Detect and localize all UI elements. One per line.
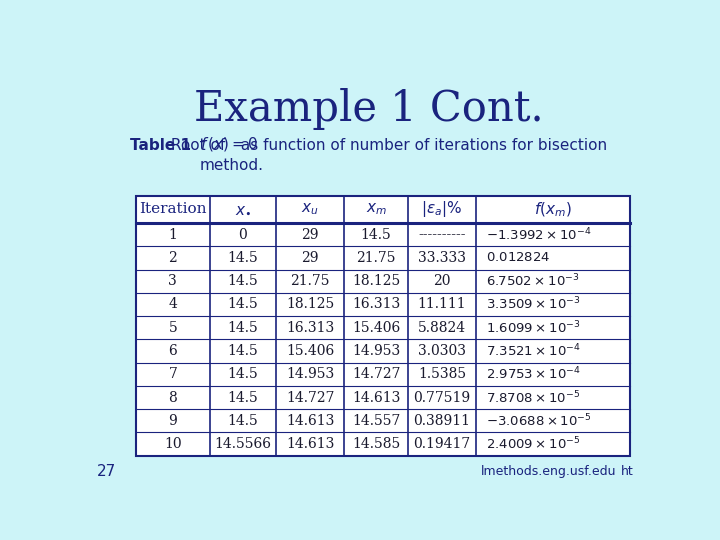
Text: 14.5566: 14.5566 [215,437,271,451]
Text: $1.6099\times10^{-3}$: $1.6099\times10^{-3}$ [485,320,580,336]
Text: $7.3521\times10^{-4}$: $7.3521\times10^{-4}$ [485,343,580,359]
Text: 14.5: 14.5 [228,344,258,358]
Text: 21.75: 21.75 [290,274,330,288]
Text: ht: ht [621,465,634,478]
Text: 8: 8 [168,390,177,404]
Text: 14.953: 14.953 [352,344,400,358]
Text: Example 1 Cont.: Example 1 Cont. [194,87,544,130]
Text: 6: 6 [168,344,177,358]
Text: $2.9753\times10^{-4}$: $2.9753\times10^{-4}$ [485,366,580,382]
Text: $6.7502\times10^{-3}$: $6.7502\times10^{-3}$ [485,273,579,289]
Text: 1.5385: 1.5385 [418,367,466,381]
Text: 14.5: 14.5 [228,414,258,428]
Text: $2.4009\times10^{-5}$: $2.4009\times10^{-5}$ [485,436,580,453]
Text: 14.613: 14.613 [286,414,334,428]
Text: 18.125: 18.125 [286,298,334,312]
Text: $f\,(x)=0$: $f\,(x)=0$ [200,136,258,153]
Text: $x_{\bullet}$: $x_{\bullet}$ [235,202,251,217]
Text: 20: 20 [433,274,451,288]
Text: 14.953: 14.953 [286,367,334,381]
Text: 3.0303: 3.0303 [418,344,466,358]
Bar [136,196,630,456]
Text: 15.406: 15.406 [286,344,334,358]
Text: 27: 27 [96,464,116,479]
Text: $-3.0688\times10^{-5}$: $-3.0688\times10^{-5}$ [485,413,591,429]
Text: $0.012824$: $0.012824$ [485,252,550,265]
Text: 14.613: 14.613 [286,437,334,451]
Text: 16.313: 16.313 [286,321,334,335]
Text: 33.333: 33.333 [418,251,466,265]
Text: $3.3509\times10^{-3}$: $3.3509\times10^{-3}$ [485,296,580,313]
Text: 10: 10 [164,437,181,451]
Text: Iteration: Iteration [139,202,207,217]
Text: $x_m$: $x_m$ [366,201,387,217]
Text: 14.613: 14.613 [352,390,400,404]
Text: 14.5: 14.5 [228,390,258,404]
Text: $-1.3992\times10^{-4}$: $-1.3992\times10^{-4}$ [485,226,591,243]
Text: 14.585: 14.585 [352,437,400,451]
Text: $7.8708\times10^{-5}$: $7.8708\times10^{-5}$ [485,389,580,406]
Text: 29: 29 [302,251,319,265]
Text: $f(x_m)$: $f(x_m)$ [534,200,572,219]
Text: 14.727: 14.727 [352,367,400,381]
Text: 14.5: 14.5 [361,228,392,242]
Text: Table 1: Table 1 [130,138,192,153]
Text: $x_u$: $x_u$ [302,201,319,217]
Text: 14.5: 14.5 [228,298,258,312]
Text: 14.557: 14.557 [352,414,400,428]
Text: 0.77519: 0.77519 [413,390,471,404]
Text: Root of: Root of [166,138,230,153]
Text: 14.727: 14.727 [286,390,334,404]
Text: 1: 1 [168,228,177,242]
Text: 0.19417: 0.19417 [413,437,471,451]
Text: 11.111: 11.111 [418,298,467,312]
Text: 14.5: 14.5 [228,367,258,381]
Text: 16.313: 16.313 [352,298,400,312]
Text: 5.8824: 5.8824 [418,321,466,335]
Text: 0.38911: 0.38911 [413,414,470,428]
Text: 0: 0 [238,228,247,242]
Text: 5: 5 [168,321,177,335]
Text: 4: 4 [168,298,177,312]
Text: 3: 3 [168,274,177,288]
Text: $|\epsilon_a|\%$: $|\epsilon_a|\%$ [421,199,463,219]
Text: 14.5: 14.5 [228,274,258,288]
Text: 9: 9 [168,414,177,428]
Text: 18.125: 18.125 [352,274,400,288]
Text: as function of number of iterations for bisection: as function of number of iterations for … [236,138,608,153]
Text: lmethods.eng.usf.edu: lmethods.eng.usf.edu [481,465,616,478]
Text: 7: 7 [168,367,177,381]
Text: method.: method. [200,158,264,172]
Text: 14.5: 14.5 [228,251,258,265]
Text: 21.75: 21.75 [356,251,396,265]
Text: 29: 29 [302,228,319,242]
Text: 2: 2 [168,251,177,265]
Text: 15.406: 15.406 [352,321,400,335]
Text: ----------: ---------- [418,228,466,242]
Text: 14.5: 14.5 [228,321,258,335]
